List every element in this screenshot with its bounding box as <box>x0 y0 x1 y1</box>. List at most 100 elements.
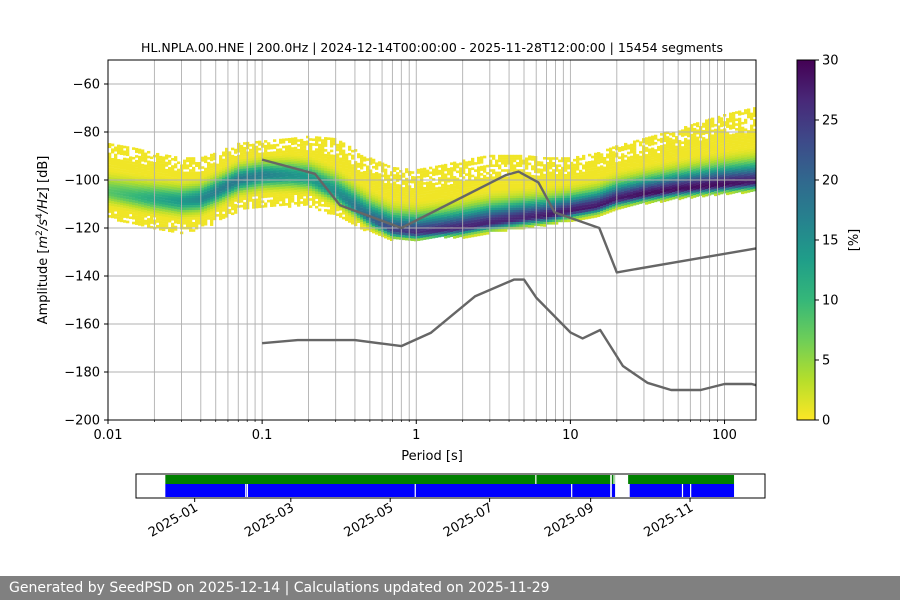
heatmap-cell <box>309 186 313 189</box>
heatmap-cell <box>411 214 415 218</box>
heatmap-cell <box>627 173 631 176</box>
heatmap-cell <box>132 168 136 172</box>
heatmap-cell <box>252 153 256 156</box>
heatmap-cell <box>375 220 379 223</box>
heatmap-cell <box>270 163 274 167</box>
heatmap-cell <box>465 185 469 188</box>
heatmap-cell <box>348 164 352 168</box>
heatmap-cell <box>438 205 442 209</box>
heatmap-cell <box>540 183 544 186</box>
heatmap-cell <box>588 161 592 164</box>
heatmap-cell <box>567 159 571 163</box>
heatmap-cell <box>114 170 118 174</box>
heatmap-cell <box>174 172 178 176</box>
heatmap-cell <box>441 166 445 170</box>
heatmap-cell <box>261 154 265 158</box>
heatmap-cell <box>402 182 406 185</box>
heatmap-cell <box>486 181 490 185</box>
heatmap-cell <box>351 195 355 199</box>
heatmap-cell <box>279 203 283 207</box>
heatmap-cell <box>249 172 253 176</box>
heatmap-cell <box>462 202 466 206</box>
heatmap-cell <box>627 192 631 196</box>
heatmap-cell <box>123 176 127 180</box>
heatmap-cell <box>177 187 181 191</box>
heatmap-cell <box>519 157 523 160</box>
heatmap-cell <box>558 210 562 213</box>
heatmap-cell <box>138 184 142 188</box>
heatmap-cell <box>258 205 262 209</box>
heatmap-cell <box>186 207 190 211</box>
heatmap-cell <box>483 222 487 226</box>
heatmap-cell <box>126 172 130 176</box>
heatmap-cell <box>570 190 574 194</box>
heatmap-cell <box>327 192 331 196</box>
heatmap-cell <box>210 172 214 176</box>
heatmap-cell <box>156 172 160 175</box>
heatmap-cell <box>528 217 532 221</box>
heatmap-cell <box>171 198 175 202</box>
heatmap-cell <box>168 195 172 199</box>
heatmap-cell <box>159 201 163 205</box>
heatmap-cell <box>624 162 628 165</box>
heatmap-cell <box>369 162 373 165</box>
heatmap-cell <box>240 204 244 208</box>
heatmap-cell <box>300 138 304 142</box>
heatmap-cell <box>369 186 373 189</box>
heatmap-cell <box>162 166 166 169</box>
heatmap-cell <box>432 223 436 227</box>
heatmap-cell <box>150 202 154 205</box>
heatmap-cell <box>468 201 472 205</box>
heatmap-cell <box>405 192 409 195</box>
heatmap-cell <box>183 174 187 177</box>
heatmap-cell <box>417 180 421 184</box>
heatmap-cell <box>486 222 490 226</box>
heatmap-cell <box>231 162 235 165</box>
heatmap-cell <box>372 228 376 231</box>
heatmap-cell <box>657 162 661 166</box>
heatmap-cell <box>192 210 196 213</box>
heatmap-cell <box>219 210 223 213</box>
heatmap-cell <box>483 208 487 212</box>
heatmap-cell <box>195 210 199 213</box>
heatmap-cell <box>531 165 535 168</box>
heatmap-cell <box>162 199 166 203</box>
heatmap-cell <box>210 158 214 162</box>
heatmap-cell <box>333 200 337 203</box>
heatmap-cell <box>231 205 235 208</box>
heatmap-cell <box>603 212 607 215</box>
heatmap-cell <box>597 173 601 177</box>
heatmap-cell <box>117 207 121 210</box>
heatmap-cell <box>576 165 580 169</box>
heatmap-cell <box>204 206 208 209</box>
heatmap-cell <box>537 216 541 219</box>
heatmap-cell <box>120 190 124 194</box>
heatmap-cell <box>489 159 493 163</box>
heatmap-cell <box>327 175 331 179</box>
heatmap-cell <box>540 207 544 210</box>
heatmap-cell <box>483 232 487 236</box>
heatmap-cell <box>591 174 595 178</box>
heatmap-cell <box>420 209 424 212</box>
heatmap-cell <box>270 189 274 193</box>
heatmap-cell <box>129 209 133 212</box>
heatmap-cell <box>330 154 334 158</box>
heatmap-cell <box>405 230 409 234</box>
heatmap-cell <box>225 191 229 194</box>
heatmap-cell <box>195 202 199 206</box>
heatmap-cell <box>201 207 205 210</box>
heatmap-cell <box>201 197 205 201</box>
heatmap-cell <box>438 225 442 228</box>
heatmap-cell <box>450 224 454 228</box>
heatmap-cell <box>249 170 253 173</box>
heatmap-cell <box>498 198 502 201</box>
heatmap-cell <box>480 211 484 215</box>
heatmap-cell <box>225 200 229 204</box>
heatmap-cell <box>660 140 664 143</box>
heatmap-cell <box>612 180 616 183</box>
heatmap-cell <box>342 202 346 205</box>
heatmap-cell <box>348 174 352 178</box>
heatmap-cell <box>279 193 283 197</box>
heatmap-cell <box>402 179 406 183</box>
heatmap-cell <box>171 210 175 214</box>
